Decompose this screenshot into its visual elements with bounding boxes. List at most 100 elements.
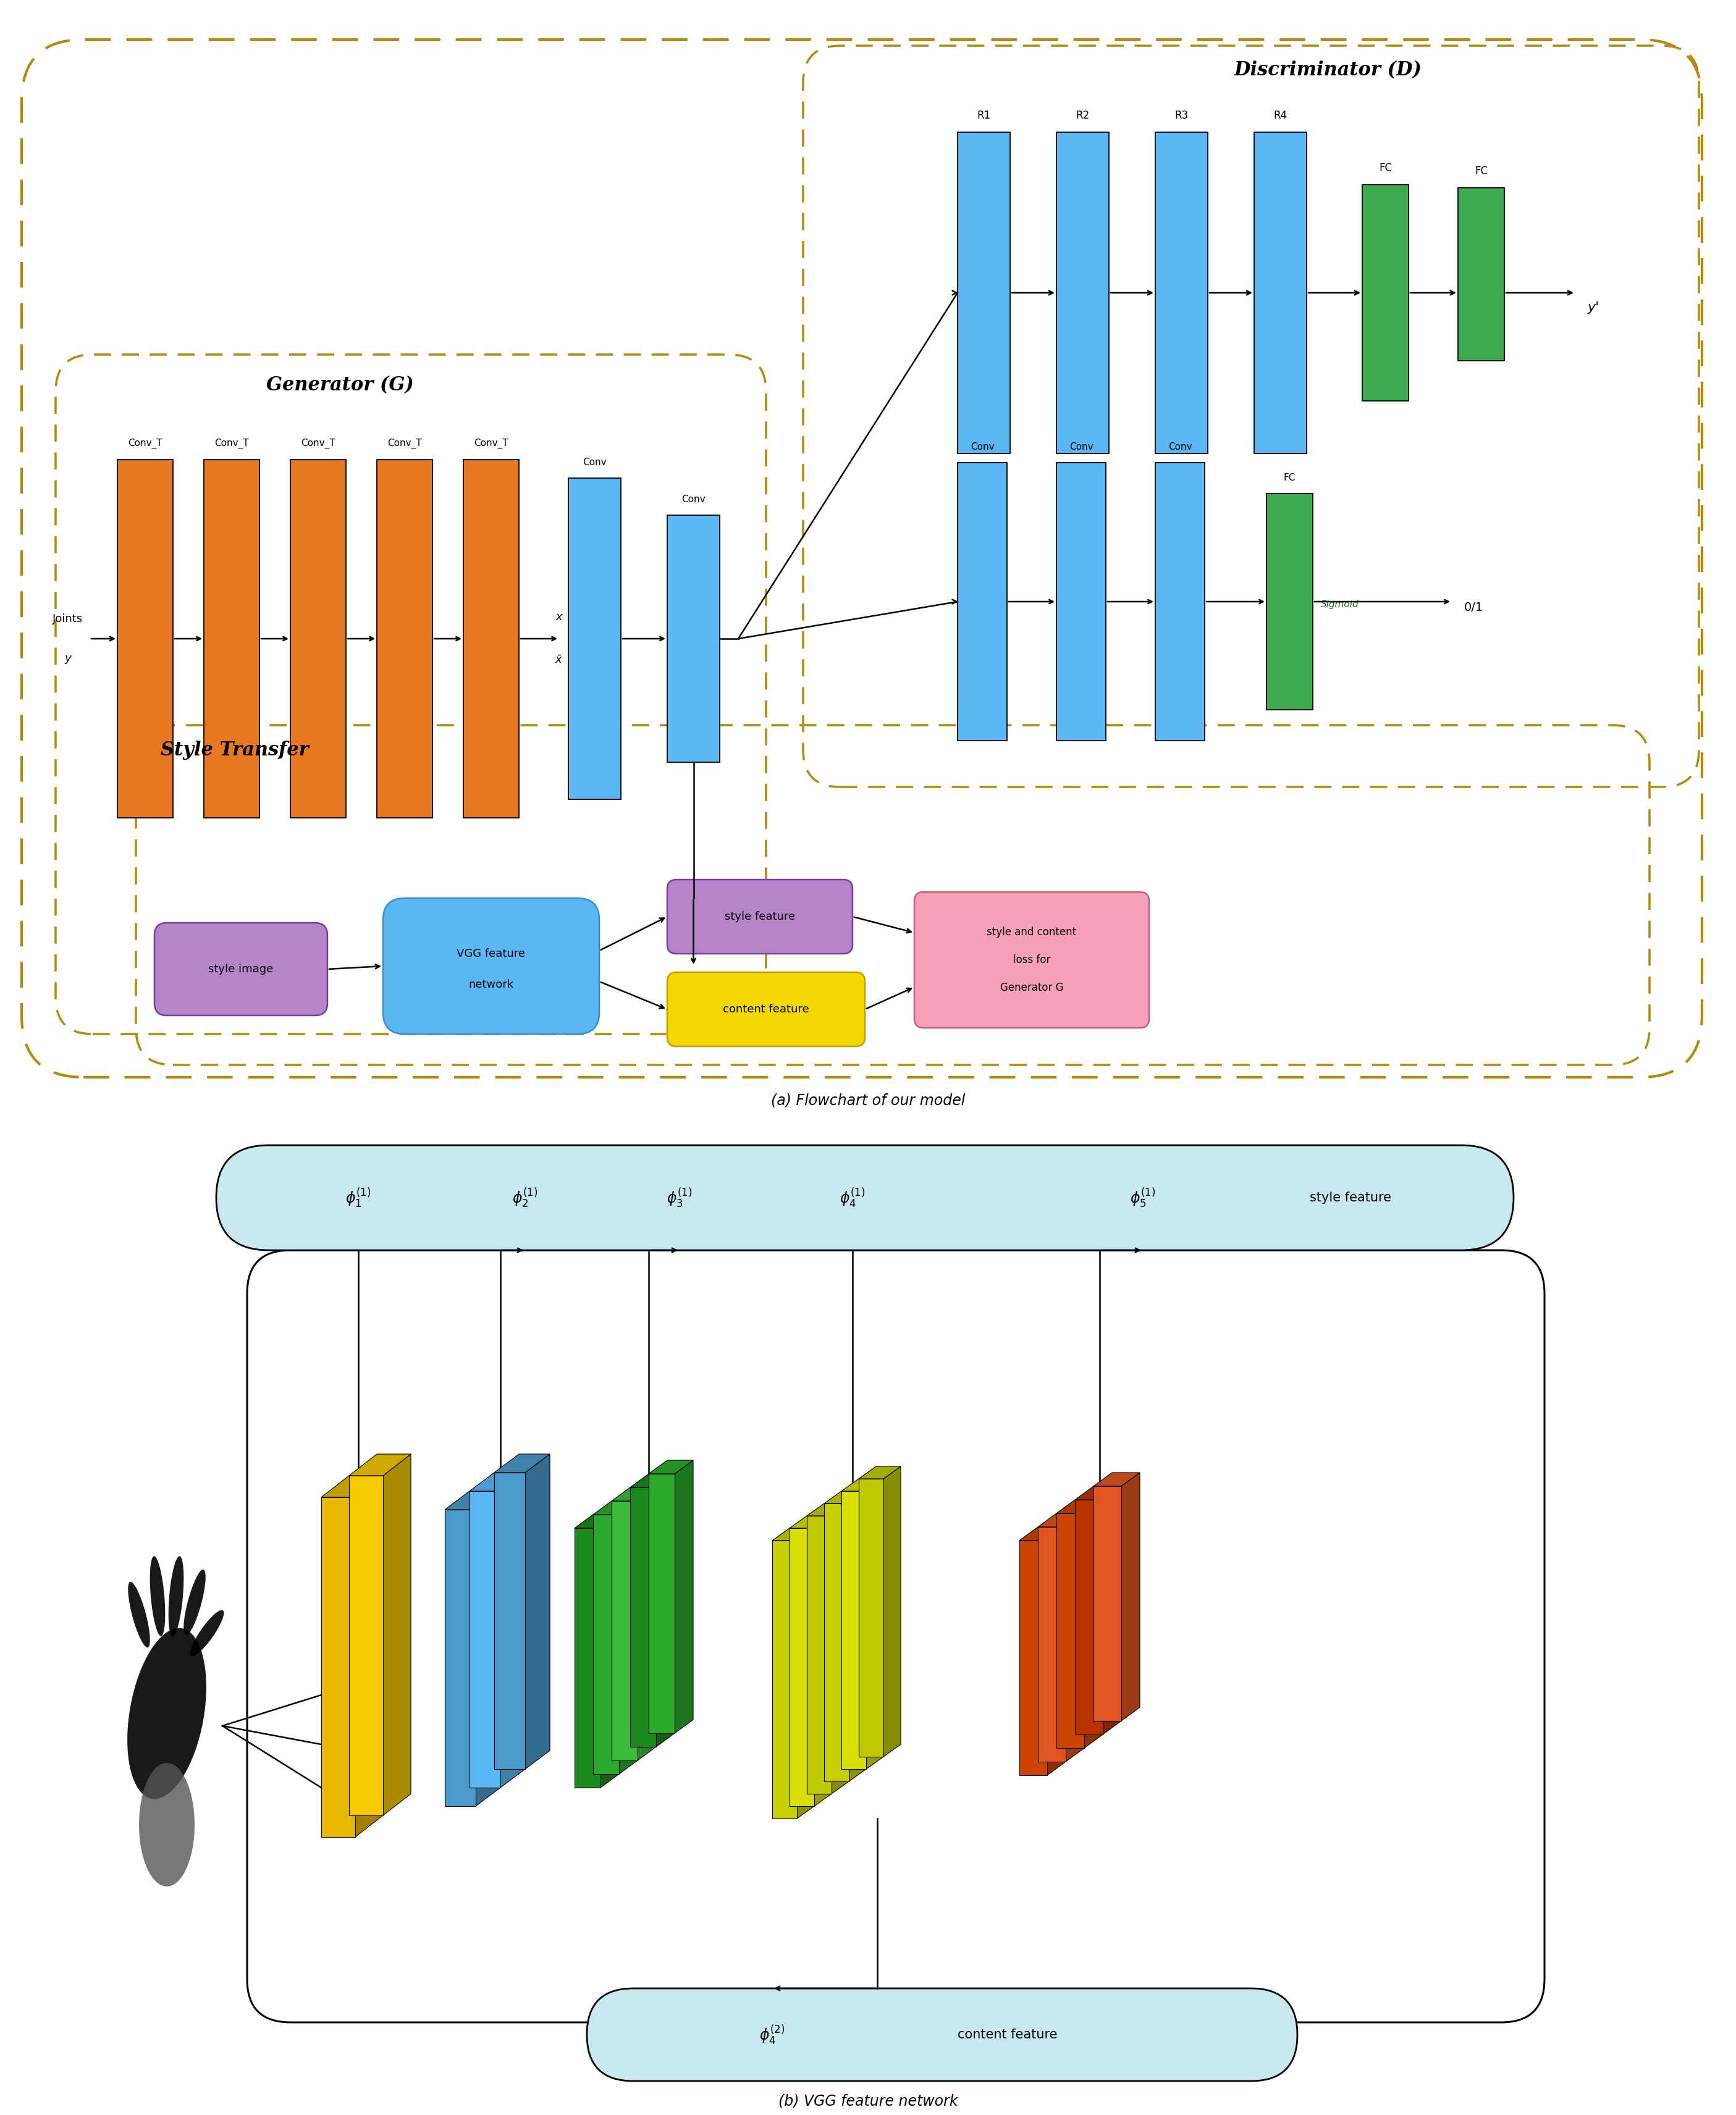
Polygon shape <box>656 1474 675 1747</box>
FancyBboxPatch shape <box>349 1476 384 1815</box>
Polygon shape <box>1047 1527 1066 1774</box>
Text: Conv_T: Conv_T <box>128 438 163 448</box>
Text: $\phi_5^{(1)}$: $\phi_5^{(1)}$ <box>1130 1187 1156 1210</box>
Polygon shape <box>1066 1514 1085 1762</box>
FancyBboxPatch shape <box>842 1491 866 1768</box>
FancyBboxPatch shape <box>1154 133 1208 453</box>
FancyBboxPatch shape <box>915 893 1149 1028</box>
Polygon shape <box>637 1487 656 1760</box>
Polygon shape <box>649 1459 693 1474</box>
FancyBboxPatch shape <box>649 1474 675 1734</box>
FancyBboxPatch shape <box>155 922 328 1015</box>
Polygon shape <box>1057 1500 1102 1514</box>
FancyBboxPatch shape <box>1038 1527 1066 1762</box>
Text: Discriminator (D): Discriminator (D) <box>1234 61 1422 80</box>
FancyBboxPatch shape <box>773 1540 797 1819</box>
Text: FC: FC <box>1474 165 1488 178</box>
FancyBboxPatch shape <box>1057 133 1109 453</box>
FancyBboxPatch shape <box>217 1144 1514 1250</box>
Polygon shape <box>866 1478 884 1768</box>
Polygon shape <box>849 1491 866 1781</box>
Polygon shape <box>601 1514 620 1787</box>
Text: $\phi_4^{(1)}$: $\phi_4^{(1)}$ <box>840 1187 865 1210</box>
FancyBboxPatch shape <box>630 1487 656 1747</box>
Text: Generator (G): Generator (G) <box>266 376 413 396</box>
FancyBboxPatch shape <box>587 1988 1297 2081</box>
FancyBboxPatch shape <box>203 459 259 819</box>
Text: FC: FC <box>1283 474 1295 482</box>
FancyBboxPatch shape <box>790 1529 814 1806</box>
Polygon shape <box>797 1529 814 1819</box>
Polygon shape <box>790 1516 832 1529</box>
FancyBboxPatch shape <box>1363 184 1408 402</box>
FancyBboxPatch shape <box>825 1504 849 1781</box>
FancyBboxPatch shape <box>469 1491 500 1787</box>
Polygon shape <box>884 1466 901 1758</box>
Text: (a) Flowchart of our model: (a) Flowchart of our model <box>771 1093 965 1108</box>
FancyBboxPatch shape <box>1094 1487 1121 1722</box>
Polygon shape <box>1038 1514 1085 1527</box>
FancyBboxPatch shape <box>1154 463 1205 740</box>
Polygon shape <box>630 1474 675 1487</box>
Text: style feature: style feature <box>1309 1191 1391 1203</box>
Polygon shape <box>524 1455 550 1768</box>
Text: $\phi_2^{(1)}$: $\phi_2^{(1)}$ <box>512 1187 538 1210</box>
Text: Joints: Joints <box>52 613 83 624</box>
Text: Conv: Conv <box>1168 442 1193 450</box>
FancyBboxPatch shape <box>495 1472 524 1768</box>
Text: style image: style image <box>208 964 274 975</box>
Text: $\phi_3^{(1)}$: $\phi_3^{(1)}$ <box>667 1187 693 1210</box>
Text: style feature: style feature <box>724 912 795 922</box>
FancyBboxPatch shape <box>247 1250 1545 2022</box>
Text: $\bar{x}$: $\bar{x}$ <box>556 656 562 666</box>
Text: Conv_T: Conv_T <box>300 438 335 448</box>
Polygon shape <box>1121 1472 1141 1722</box>
FancyBboxPatch shape <box>444 1510 476 1806</box>
Text: Conv: Conv <box>970 442 995 450</box>
Ellipse shape <box>168 1557 184 1637</box>
Polygon shape <box>384 1455 411 1815</box>
FancyBboxPatch shape <box>464 459 519 819</box>
FancyBboxPatch shape <box>859 1478 884 1758</box>
FancyBboxPatch shape <box>1075 1500 1102 1734</box>
FancyBboxPatch shape <box>807 1516 832 1794</box>
Polygon shape <box>1085 1500 1102 1749</box>
Polygon shape <box>859 1466 901 1478</box>
Text: Conv_T: Conv_T <box>474 438 509 448</box>
Polygon shape <box>675 1459 693 1734</box>
FancyBboxPatch shape <box>575 1529 601 1787</box>
Polygon shape <box>349 1455 411 1476</box>
Polygon shape <box>500 1472 524 1787</box>
Text: R2: R2 <box>1076 110 1090 121</box>
Text: Conv: Conv <box>583 457 606 467</box>
Polygon shape <box>1102 1487 1121 1734</box>
Polygon shape <box>1075 1487 1121 1500</box>
FancyBboxPatch shape <box>667 516 720 761</box>
Polygon shape <box>773 1529 814 1540</box>
Ellipse shape <box>127 1629 207 1800</box>
FancyBboxPatch shape <box>384 899 599 1034</box>
Polygon shape <box>842 1478 884 1491</box>
Polygon shape <box>444 1491 500 1510</box>
Text: Conv_T: Conv_T <box>387 438 422 448</box>
Ellipse shape <box>189 1610 224 1656</box>
FancyBboxPatch shape <box>377 459 432 819</box>
Text: 0/1: 0/1 <box>1463 601 1484 613</box>
Ellipse shape <box>149 1557 165 1637</box>
Text: R4: R4 <box>1274 110 1286 121</box>
FancyBboxPatch shape <box>290 459 345 819</box>
Text: VGG feature: VGG feature <box>457 948 526 960</box>
Text: Generator G: Generator G <box>1000 981 1064 994</box>
Polygon shape <box>476 1491 500 1806</box>
Polygon shape <box>321 1476 384 1497</box>
Polygon shape <box>1094 1472 1141 1487</box>
Polygon shape <box>495 1455 550 1472</box>
FancyBboxPatch shape <box>1019 1540 1047 1774</box>
Text: style and content: style and content <box>986 926 1076 937</box>
FancyBboxPatch shape <box>568 478 621 799</box>
Ellipse shape <box>184 1569 205 1635</box>
FancyBboxPatch shape <box>1057 1514 1085 1749</box>
FancyBboxPatch shape <box>118 459 174 819</box>
FancyBboxPatch shape <box>958 133 1010 453</box>
Polygon shape <box>832 1504 849 1794</box>
